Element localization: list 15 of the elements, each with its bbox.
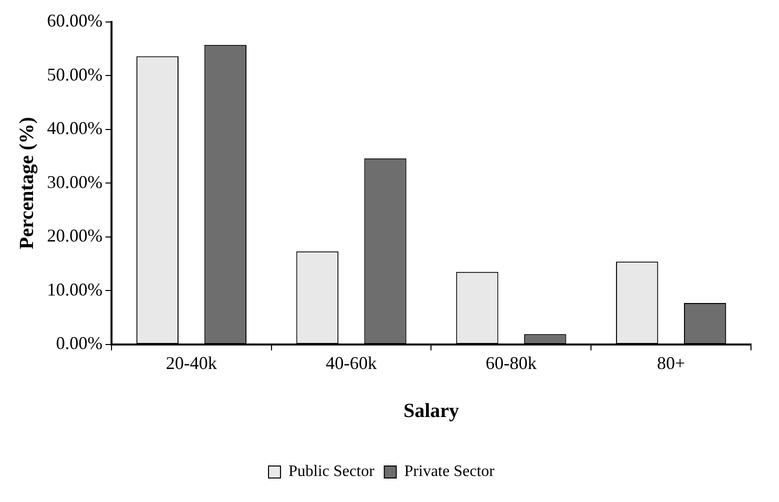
y-tick-label: 20.00% xyxy=(46,226,102,246)
y-tick-label: 10.00% xyxy=(46,279,102,300)
y-tick-label: 0.00% xyxy=(56,333,102,354)
x-axis-title: Salary xyxy=(403,400,460,422)
y-tick-label: 30.00% xyxy=(46,172,102,192)
x-tick-label: 80+ xyxy=(656,352,686,373)
y-tick-label: 60.00% xyxy=(46,10,102,31)
legend-label: Public Sector xyxy=(288,463,375,480)
x-tick-label: 60-80k xyxy=(486,352,537,373)
y-axis-title: Percentage (%) xyxy=(16,116,38,250)
x-tick-label: 20-40k xyxy=(166,352,217,373)
y-tick-label: 50.00% xyxy=(46,64,102,84)
y-tick-label: 40.00% xyxy=(46,118,102,138)
legend-label: Private Sector xyxy=(404,463,496,480)
x-tick-label: 40-60k xyxy=(326,352,377,373)
